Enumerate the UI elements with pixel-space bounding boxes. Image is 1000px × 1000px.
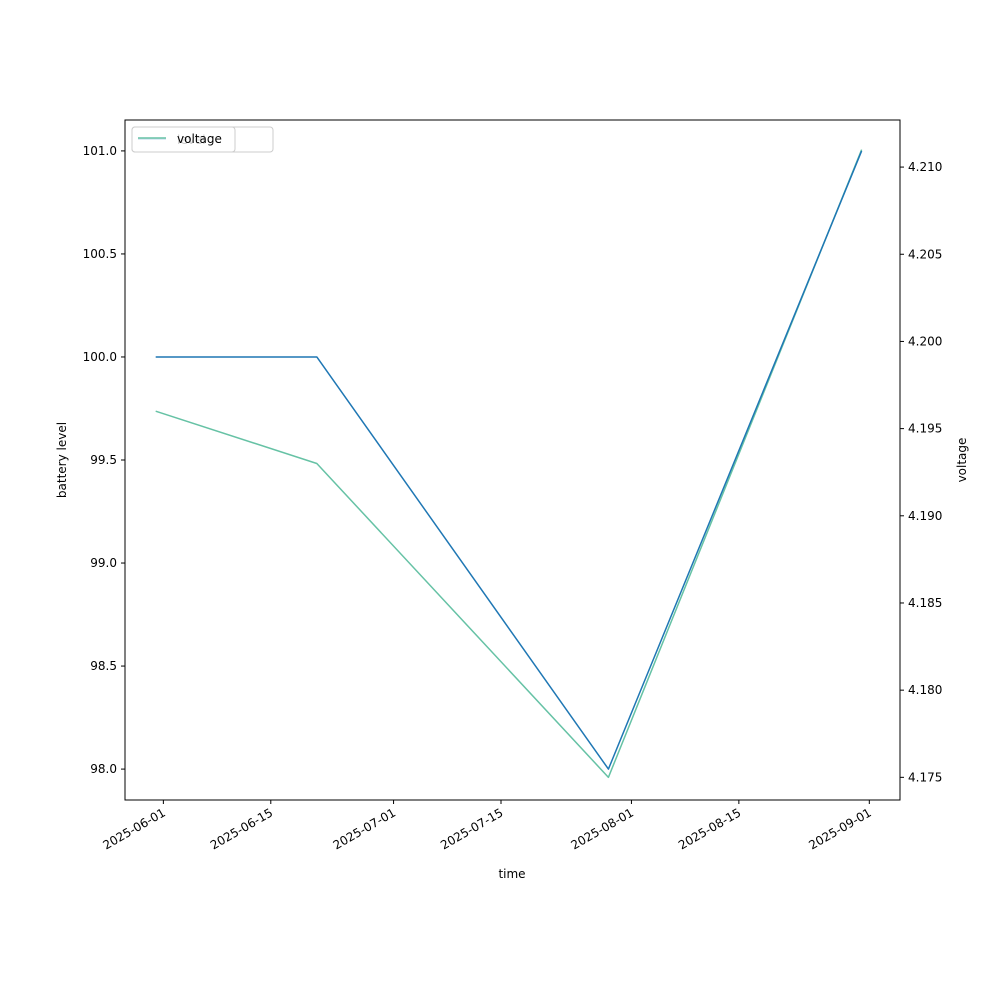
- y-right-tick-label: 4.180: [908, 683, 942, 697]
- legend-voltage-label: voltage: [177, 132, 222, 146]
- y-right-tick-label: 4.185: [908, 596, 942, 610]
- y-left-tick-label: 100.0: [83, 350, 117, 364]
- y-right-axis: 4.175 4.180 4.185 4.190 4.195 4.200 4.205 4.210: [900, 160, 942, 784]
- y-right-axis-title: voltage: [955, 438, 969, 483]
- legend-voltage: voltage: [131, 126, 236, 153]
- y-left-tick-label: 99.0: [90, 556, 117, 570]
- y-left-tick-label: 99.5: [90, 453, 117, 467]
- series-layer: [155, 149, 863, 779]
- y-right-tick-label: 4.190: [908, 509, 942, 523]
- legend-voltage-box: [131, 126, 236, 153]
- y-right-tick-label: 4.210: [908, 160, 942, 174]
- y-left-tick-label: 98.5: [90, 659, 117, 673]
- y-left-axis-title: battery level: [55, 422, 69, 498]
- y-right-tick-label: 4.175: [908, 770, 942, 784]
- y-right-tick-label: 4.195: [908, 422, 942, 436]
- y-left-tick-label: 100.5: [83, 247, 117, 261]
- x-axis-title: time: [498, 867, 525, 881]
- y-left-axis: 98.0 98.5 99.0 99.5 100.0 100.5 101.0: [83, 144, 125, 776]
- y-right-tick-label: 4.200: [908, 334, 942, 348]
- y-left-tick-label: 101.0: [83, 144, 117, 158]
- y-right-tick-label: 4.205: [908, 247, 942, 261]
- series-line-series-0: [155, 150, 863, 770]
- series-line-voltage: [155, 149, 863, 779]
- y-left-tick-label: 98.0: [90, 762, 117, 776]
